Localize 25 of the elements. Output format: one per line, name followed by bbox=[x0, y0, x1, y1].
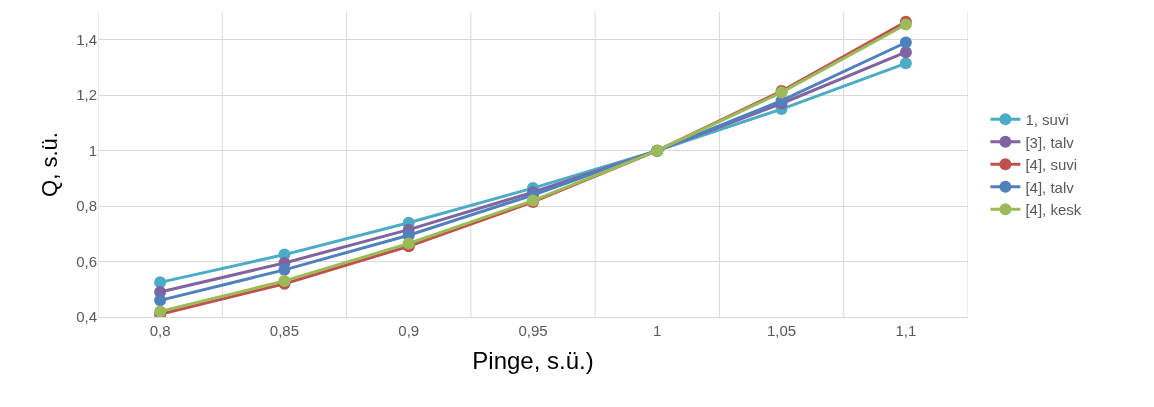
legend-label: [4], kesk bbox=[1025, 201, 1082, 219]
y-tick-label: 1 bbox=[88, 141, 97, 159]
x-tick-label: 0,95 bbox=[518, 322, 548, 339]
y-tick-label: 0,8 bbox=[76, 197, 97, 215]
legend-label: [4], talv bbox=[1025, 178, 1075, 196]
x-tick-label: 1,1 bbox=[895, 322, 917, 339]
y-tick-label: 1,4 bbox=[76, 30, 97, 48]
point bbox=[899, 57, 912, 70]
x-axis-title: Pinge, s.ü.) bbox=[472, 347, 594, 375]
x-tick-label: 0,9 bbox=[398, 322, 420, 339]
x-tick-label: 1,05 bbox=[766, 322, 797, 339]
point bbox=[278, 263, 291, 276]
legend-label: [3], talv bbox=[1025, 133, 1075, 151]
point bbox=[899, 36, 912, 49]
point bbox=[154, 294, 167, 307]
y-axis-title: Q, s.ü. bbox=[36, 132, 62, 197]
y-tick-label: 0,6 bbox=[76, 252, 97, 270]
x-tick-label: 0,8 bbox=[149, 322, 171, 339]
y-tick-label: 0,4 bbox=[76, 308, 97, 326]
x-tick-label: 0,85 bbox=[269, 322, 300, 339]
x-tick-label: 1 bbox=[653, 322, 662, 339]
legend-label: 1, suvi bbox=[1025, 111, 1069, 129]
legend-label: [4], suvi bbox=[1025, 156, 1078, 174]
point bbox=[899, 46, 912, 59]
y-tick-label: 1,2 bbox=[76, 86, 97, 104]
